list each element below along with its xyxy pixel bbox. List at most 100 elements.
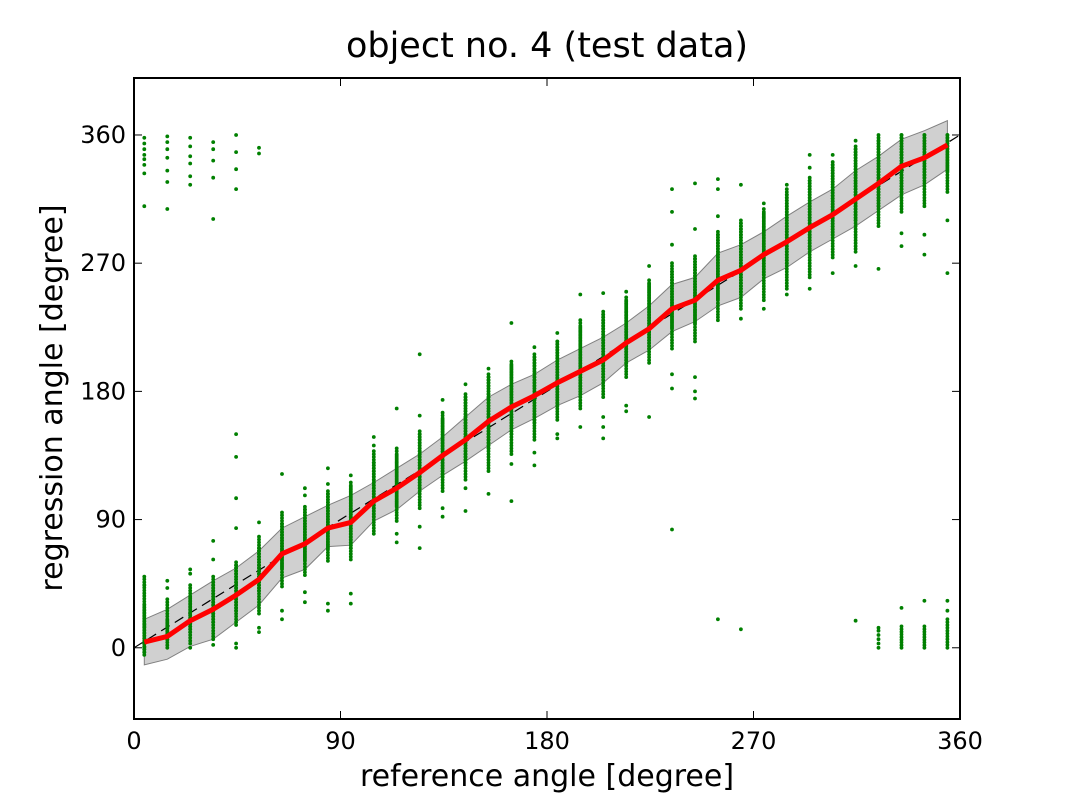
data-point [853, 210, 858, 214]
data-point [280, 518, 284, 523]
data-point [807, 252, 812, 257]
data-point [234, 608, 239, 613]
data-point [807, 235, 812, 240]
data-point [624, 304, 629, 308]
data-point [624, 318, 629, 323]
data-point [555, 342, 560, 347]
data-point [555, 370, 560, 375]
data-point [899, 138, 904, 143]
data-point [784, 261, 789, 266]
data-point [142, 574, 147, 579]
data-point [486, 375, 491, 379]
data-point [532, 415, 537, 419]
data-point [463, 423, 468, 428]
data-point [257, 543, 261, 548]
data-point [417, 352, 422, 357]
data-point [601, 332, 606, 337]
data-point [876, 190, 881, 194]
data-point [348, 500, 353, 505]
data-point [945, 623, 950, 627]
data-point [624, 329, 629, 334]
data-point [739, 292, 743, 297]
data-point [693, 282, 697, 286]
data-point [417, 477, 422, 482]
data-point [417, 429, 422, 434]
data-point [417, 413, 422, 418]
data-point [807, 192, 812, 197]
data-point [280, 472, 284, 476]
data-point [463, 398, 468, 402]
data-point [899, 133, 904, 137]
data-point [463, 486, 468, 491]
data-point [807, 241, 812, 246]
data-point [670, 286, 674, 291]
data-point [257, 549, 261, 553]
data-point [348, 591, 353, 596]
data-point [853, 164, 858, 169]
data-point [601, 349, 606, 354]
data-point [693, 318, 697, 323]
data-point [142, 583, 147, 587]
chart-title: object no. 4 (test data) [346, 26, 748, 66]
data-point [142, 633, 147, 638]
data-point [394, 480, 399, 485]
data-point [830, 153, 835, 157]
data-point [693, 293, 697, 297]
data-point [670, 210, 674, 214]
data-point [807, 247, 812, 251]
data-point [624, 315, 629, 320]
data-point [761, 241, 766, 246]
data-point [142, 624, 147, 629]
data-point [601, 312, 606, 317]
data-point [899, 187, 904, 192]
data-point [670, 275, 674, 279]
data-point [142, 645, 147, 650]
data-point [876, 204, 881, 209]
data-point [371, 517, 376, 522]
data-point [303, 529, 307, 534]
data-point [624, 349, 629, 354]
data-point [853, 144, 858, 149]
data-point [348, 486, 353, 491]
data-point [739, 306, 743, 311]
data-point [303, 549, 307, 553]
data-point [234, 641, 239, 646]
data-point [440, 433, 445, 437]
data-point [417, 432, 422, 436]
data-point [739, 255, 743, 260]
data-point [394, 503, 399, 508]
data-point [922, 187, 927, 192]
data-point [624, 358, 629, 362]
data-point [371, 529, 376, 533]
data-point [463, 472, 468, 476]
data-point [716, 306, 720, 311]
data-point [784, 212, 789, 217]
data-point [647, 309, 651, 314]
data-point [784, 229, 789, 234]
data-point [922, 232, 927, 237]
data-point [693, 284, 697, 289]
data-point [830, 235, 835, 240]
data-point [211, 557, 216, 562]
data-point [761, 207, 766, 211]
data-point [739, 244, 743, 249]
data-point [693, 270, 697, 275]
data-point [670, 329, 674, 334]
data-point [326, 601, 330, 606]
data-point [532, 435, 537, 439]
data-point [784, 204, 789, 209]
data-point [922, 167, 927, 172]
data-point [486, 455, 491, 459]
data-point [234, 606, 239, 610]
data-point [601, 415, 606, 419]
data-point [234, 603, 239, 607]
data-point [853, 153, 858, 157]
data-point [624, 409, 629, 414]
data-point [303, 590, 307, 595]
data-point [624, 309, 629, 314]
data-point [739, 241, 743, 246]
data-point [922, 147, 927, 152]
data-point [532, 423, 537, 428]
data-point [532, 426, 537, 431]
